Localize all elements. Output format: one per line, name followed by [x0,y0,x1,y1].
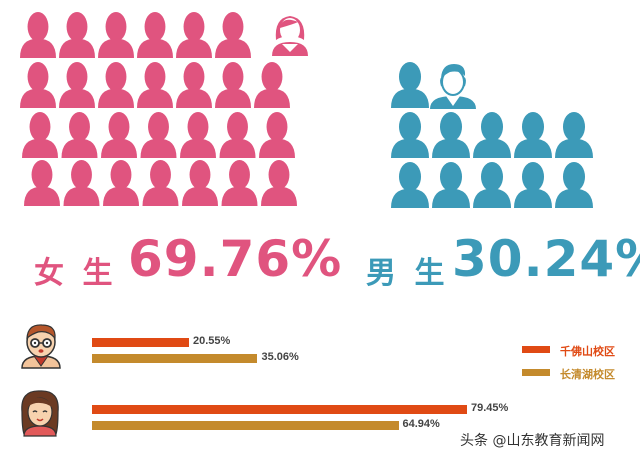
woman-face-icon [272,16,308,56]
female-person-icon [259,112,295,158]
female-percentage: 69.76% [128,230,343,288]
male-person-icon [514,112,552,158]
man-face-icon [430,64,476,109]
female-person-icon [101,112,137,158]
male-label: 男 生 [366,256,449,291]
female-person-icon [180,112,216,158]
female-person-icon [20,62,56,108]
bar-value-label: 35.06% [261,351,299,363]
female-person-icon [142,160,179,206]
male-person-icon [432,162,470,208]
legend-label-campus2: 长清湖校区 [560,368,615,381]
female-person-icon [59,62,95,108]
female-person-icon [98,62,134,108]
male-person-icon [391,112,429,158]
female-person-icon [176,11,212,58]
male-percentage: 30.24% [452,230,640,288]
legend-swatch-campus1 [522,346,550,353]
female-person-icon [59,11,95,58]
male-person-icon [514,162,552,208]
bar-2-1 [92,354,258,363]
male-avatar-icon [21,324,61,369]
male-person-icon [473,162,511,208]
female-person-icon [215,11,251,58]
female-person-icon [137,62,173,108]
female-person-icon [219,112,256,158]
female-person-icon [215,62,251,108]
male-person-icon [391,162,429,208]
male-person-icon [432,112,470,158]
bar-value-label: 64.94% [402,418,440,430]
female-person-icon [182,160,218,206]
female-person-icon [176,62,212,108]
bar-value-label: 79.45% [471,402,509,414]
female-person-icon [20,11,56,58]
male-person-icon [473,112,511,158]
female-label: 女 生 [34,256,117,291]
female-person-icon [261,160,297,206]
female-person-icon [140,112,177,158]
legend-swatch-campus2 [522,369,550,376]
female-person-icon [24,160,60,206]
female-person-icon [254,62,290,108]
female-person-icon [137,11,173,58]
female-avatar-icon [21,390,59,437]
bar-1-2 [92,405,467,414]
female-person-icon [221,160,258,206]
female-person-icon [22,112,58,158]
female-person-icon [61,112,98,158]
male-person-icon [555,112,593,158]
bar-2-2 [92,421,399,430]
male-person-icon [555,162,593,208]
female-person-icon [63,160,100,206]
watermark: 头条 @山东教育新闻网 [460,433,605,449]
male-person-icon [391,62,429,108]
bar-value-label: 20.55% [192,335,231,347]
legend-label-campus1: 千佛山校区 [560,345,615,358]
female-person-icon [98,11,134,58]
bar-1-1 [92,338,189,347]
female-person-icon [103,160,139,206]
